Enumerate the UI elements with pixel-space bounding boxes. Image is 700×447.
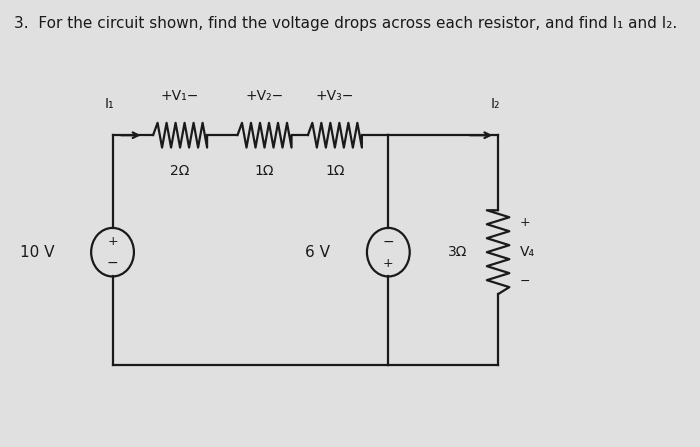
Text: +: +: [383, 257, 393, 270]
Text: −: −: [382, 235, 394, 249]
Text: 6 V: 6 V: [305, 245, 330, 260]
Text: +: +: [107, 236, 118, 249]
Text: I₁: I₁: [105, 97, 115, 111]
Text: 3.  For the circuit shown, find the voltage drops across each resistor, and find: 3. For the circuit shown, find the volta…: [14, 16, 678, 31]
Text: I₂: I₂: [491, 97, 500, 111]
Text: +: +: [519, 216, 530, 229]
Text: +V₁−: +V₁−: [161, 89, 199, 103]
Text: 1Ω: 1Ω: [325, 164, 344, 178]
Text: 3Ω: 3Ω: [448, 245, 467, 259]
Text: −: −: [519, 275, 530, 288]
Text: −: −: [106, 256, 118, 270]
Text: 10 V: 10 V: [20, 245, 55, 260]
Text: 1Ω: 1Ω: [255, 164, 274, 178]
Text: 2Ω: 2Ω: [170, 164, 190, 178]
Text: +V₂−: +V₂−: [246, 89, 284, 103]
Text: +V₃−: +V₃−: [316, 89, 354, 103]
Text: V₄: V₄: [519, 245, 535, 259]
